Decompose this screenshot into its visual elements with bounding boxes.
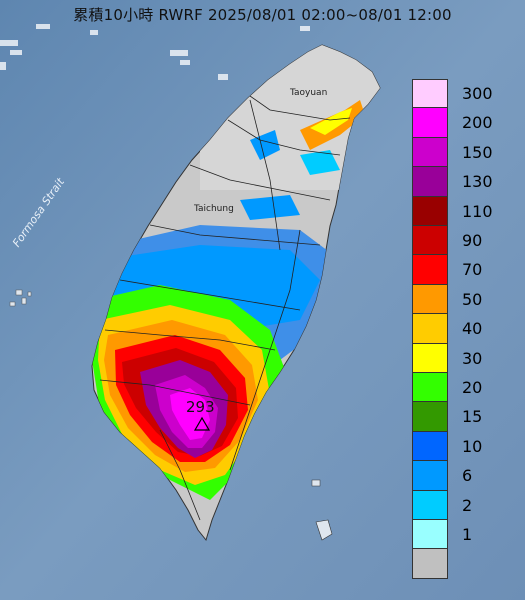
legend-label: 20	[462, 378, 483, 397]
legend-swatch	[412, 79, 448, 109]
legend-label: 2	[462, 495, 473, 515]
max-marker-triangle	[193, 416, 211, 431]
legend-label: 30	[462, 348, 483, 368]
legend-swatch	[412, 196, 448, 226]
legend-label: 200	[462, 113, 493, 133]
city-label-taoyuan: Taoyuan	[290, 88, 328, 98]
legend-swatch	[412, 226, 448, 256]
max-rainfall-value: 293	[186, 398, 215, 416]
legend-label: 130	[462, 172, 493, 192]
legend-swatch	[412, 402, 448, 432]
city-label-taichung: Taichung	[194, 204, 234, 214]
legend-swatch	[412, 137, 448, 168]
legend-label: 50	[462, 289, 483, 309]
legend-label: 1	[462, 525, 473, 544]
legend-swatch	[412, 108, 448, 138]
county-borders	[99, 95, 351, 521]
legend-swatch	[412, 284, 448, 315]
cloud-speckles	[0, 24, 310, 80]
legend-label: 70	[462, 260, 483, 280]
legend-swatch	[412, 520, 448, 550]
orchid-island	[315, 519, 333, 541]
penghu-islands	[9, 289, 32, 307]
legend-label: 90	[462, 231, 483, 250]
legend-label: 110	[462, 201, 493, 221]
legend-swatch	[412, 255, 448, 285]
green-island	[311, 479, 321, 487]
legend-label: 40	[462, 319, 483, 339]
legend-swatch	[412, 343, 448, 373]
legend-label: 150	[462, 142, 493, 162]
legend-label: 6	[462, 466, 473, 486]
legend-swatch	[412, 431, 448, 462]
legend-label: 300	[462, 84, 493, 103]
legend-swatch	[412, 314, 448, 344]
map-title: 累積10小時 RWRF 2025/08/01 02:00~08/01 12:00	[73, 6, 452, 24]
legend-swatch	[412, 167, 448, 197]
legend-label: 10	[462, 436, 483, 456]
legend-swatch	[412, 490, 448, 520]
legend-swatch	[412, 373, 448, 403]
legend-label: 15	[462, 407, 483, 427]
legend-swatch	[412, 549, 448, 579]
legend-swatch	[412, 461, 448, 491]
